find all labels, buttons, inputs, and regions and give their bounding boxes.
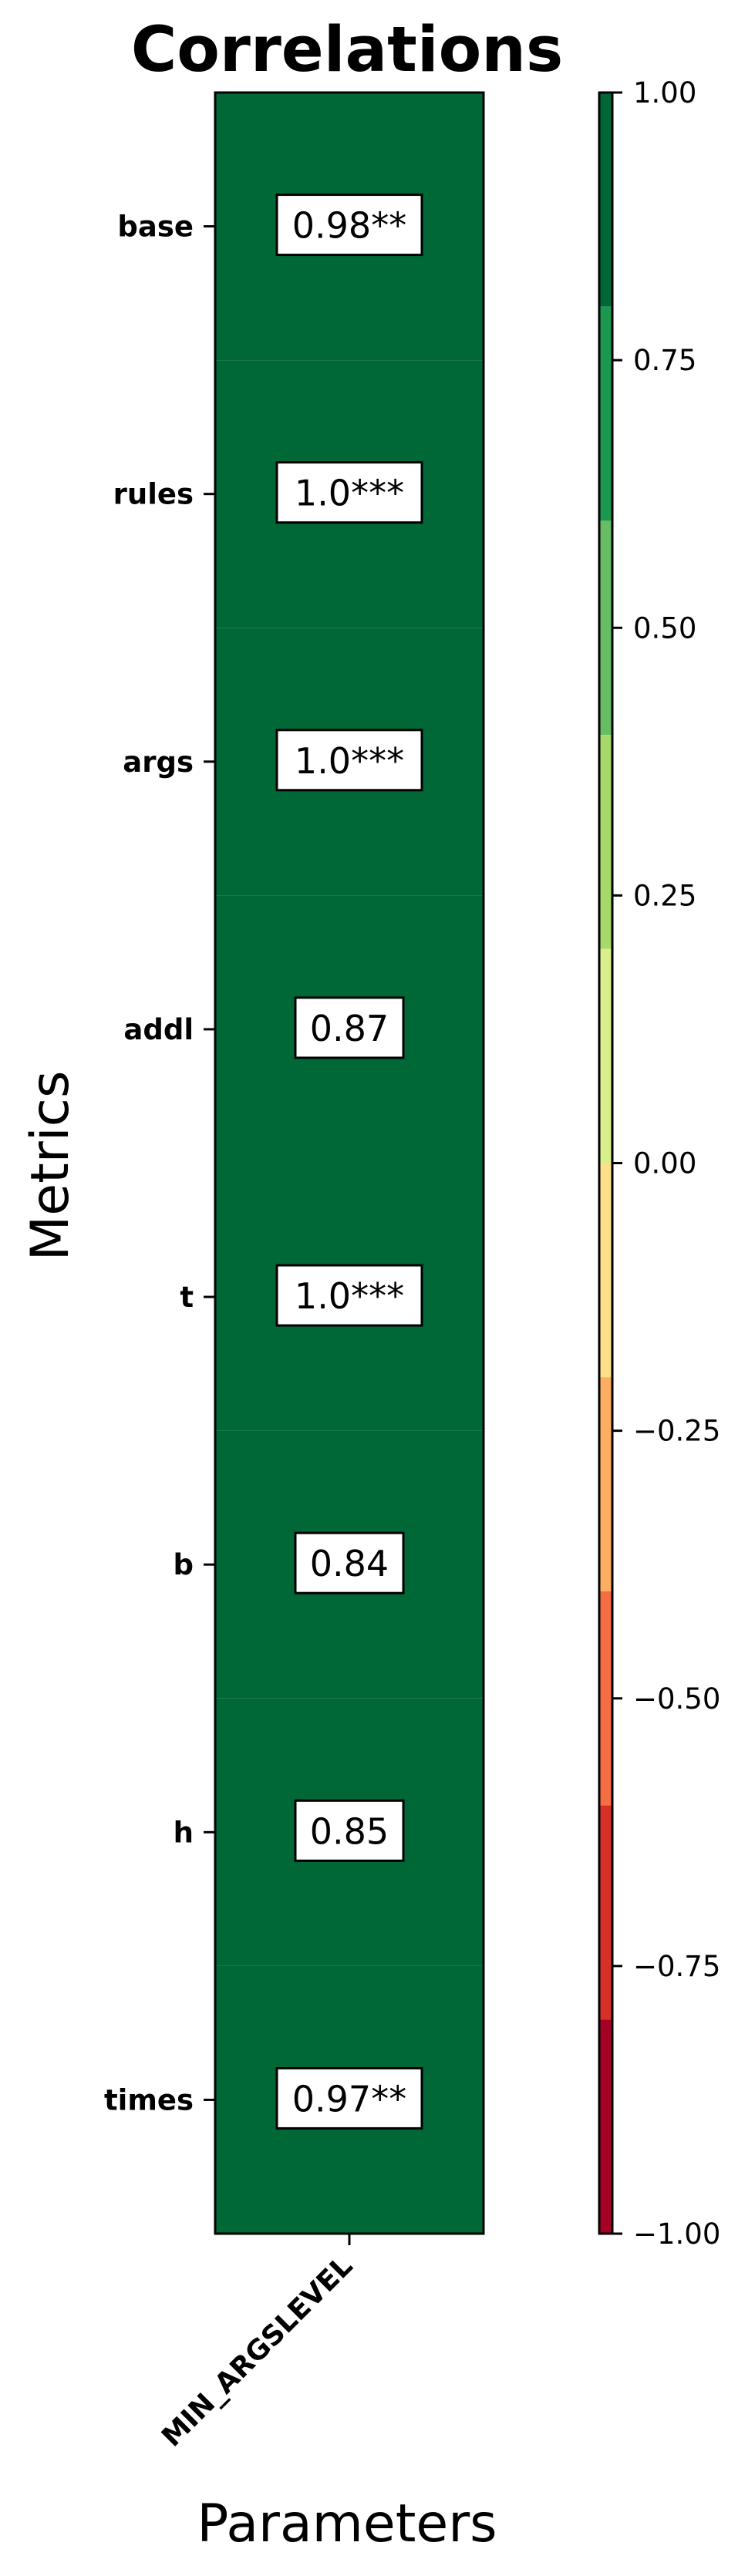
cell-annotation-label: 0.84 bbox=[310, 1543, 389, 1584]
y-tick-label: args bbox=[123, 746, 194, 779]
y-tick-label: addl bbox=[123, 1013, 194, 1046]
colorbar-tick-label: −1.00 bbox=[633, 2217, 720, 2251]
y-tick-label: base bbox=[117, 210, 194, 244]
colorbar-segment bbox=[599, 735, 612, 949]
chart-title: Correlations bbox=[131, 14, 563, 86]
cell-annotation-box bbox=[275, 461, 423, 524]
colorbar-tick-label: −0.25 bbox=[633, 1415, 720, 1448]
colorbar-segment bbox=[599, 520, 612, 736]
y-tick-label: h bbox=[174, 1816, 194, 1849]
x-axis-label: Parameters bbox=[197, 2494, 497, 2554]
colorbar-tick-label: −0.50 bbox=[633, 1682, 720, 1716]
colorbar-tick-label: 0.25 bbox=[633, 879, 696, 912]
colorbar: 1.00 0.75 0.50 0.25 0.00 −0.25 −0.50 −0.75 −1.00 bbox=[598, 76, 720, 2251]
colorbar-tick-label: 0.75 bbox=[633, 344, 696, 377]
y-axis-label: Metrics bbox=[20, 1071, 81, 1261]
cell-annotation-label: 0.97** bbox=[292, 2078, 406, 2120]
colorbar-tick-label: 1.00 bbox=[633, 76, 696, 109]
colorbar-segment bbox=[599, 1591, 612, 1806]
colorbar-segment bbox=[599, 1163, 612, 1378]
colorbar-tick-label: −0.75 bbox=[633, 1950, 720, 1983]
cell-annotation-box bbox=[275, 194, 423, 257]
y-tick-label: times bbox=[104, 2083, 194, 2116]
colorbar-segment bbox=[599, 93, 612, 307]
cell-annotation-box bbox=[294, 1799, 405, 1862]
cell-annotation-label: 1.0*** bbox=[295, 473, 404, 514]
colorbar-segment bbox=[599, 306, 612, 521]
cell-annotation-label: 0.87 bbox=[310, 1008, 389, 1049]
cell-annotation-label: 1.0*** bbox=[295, 1275, 404, 1317]
cell-annotation-label: 0.85 bbox=[310, 1810, 389, 1852]
cell-annotation-box bbox=[275, 2066, 423, 2130]
cell-annotation-box bbox=[275, 729, 423, 792]
colorbar-segment bbox=[599, 1805, 612, 2020]
cell-annotation-box bbox=[294, 996, 405, 1059]
colorbar-segment bbox=[599, 948, 612, 1163]
colorbar-segment bbox=[599, 2019, 612, 2234]
cell-annotation-box bbox=[275, 1264, 423, 1327]
colorbar-tick-label: 0.50 bbox=[633, 611, 696, 645]
y-tick-label: t bbox=[180, 1281, 194, 1314]
colorbar-tick-label: 0.00 bbox=[633, 1147, 696, 1180]
colorbar-segment bbox=[599, 1377, 612, 1591]
y-tick-label: b bbox=[174, 1548, 194, 1581]
cell-annotation-label: 0.98** bbox=[292, 205, 406, 247]
y-tick-label: rules bbox=[113, 478, 194, 511]
cell-annotation-label: 1.0*** bbox=[295, 740, 404, 782]
cell-annotation-box bbox=[294, 1531, 405, 1594]
